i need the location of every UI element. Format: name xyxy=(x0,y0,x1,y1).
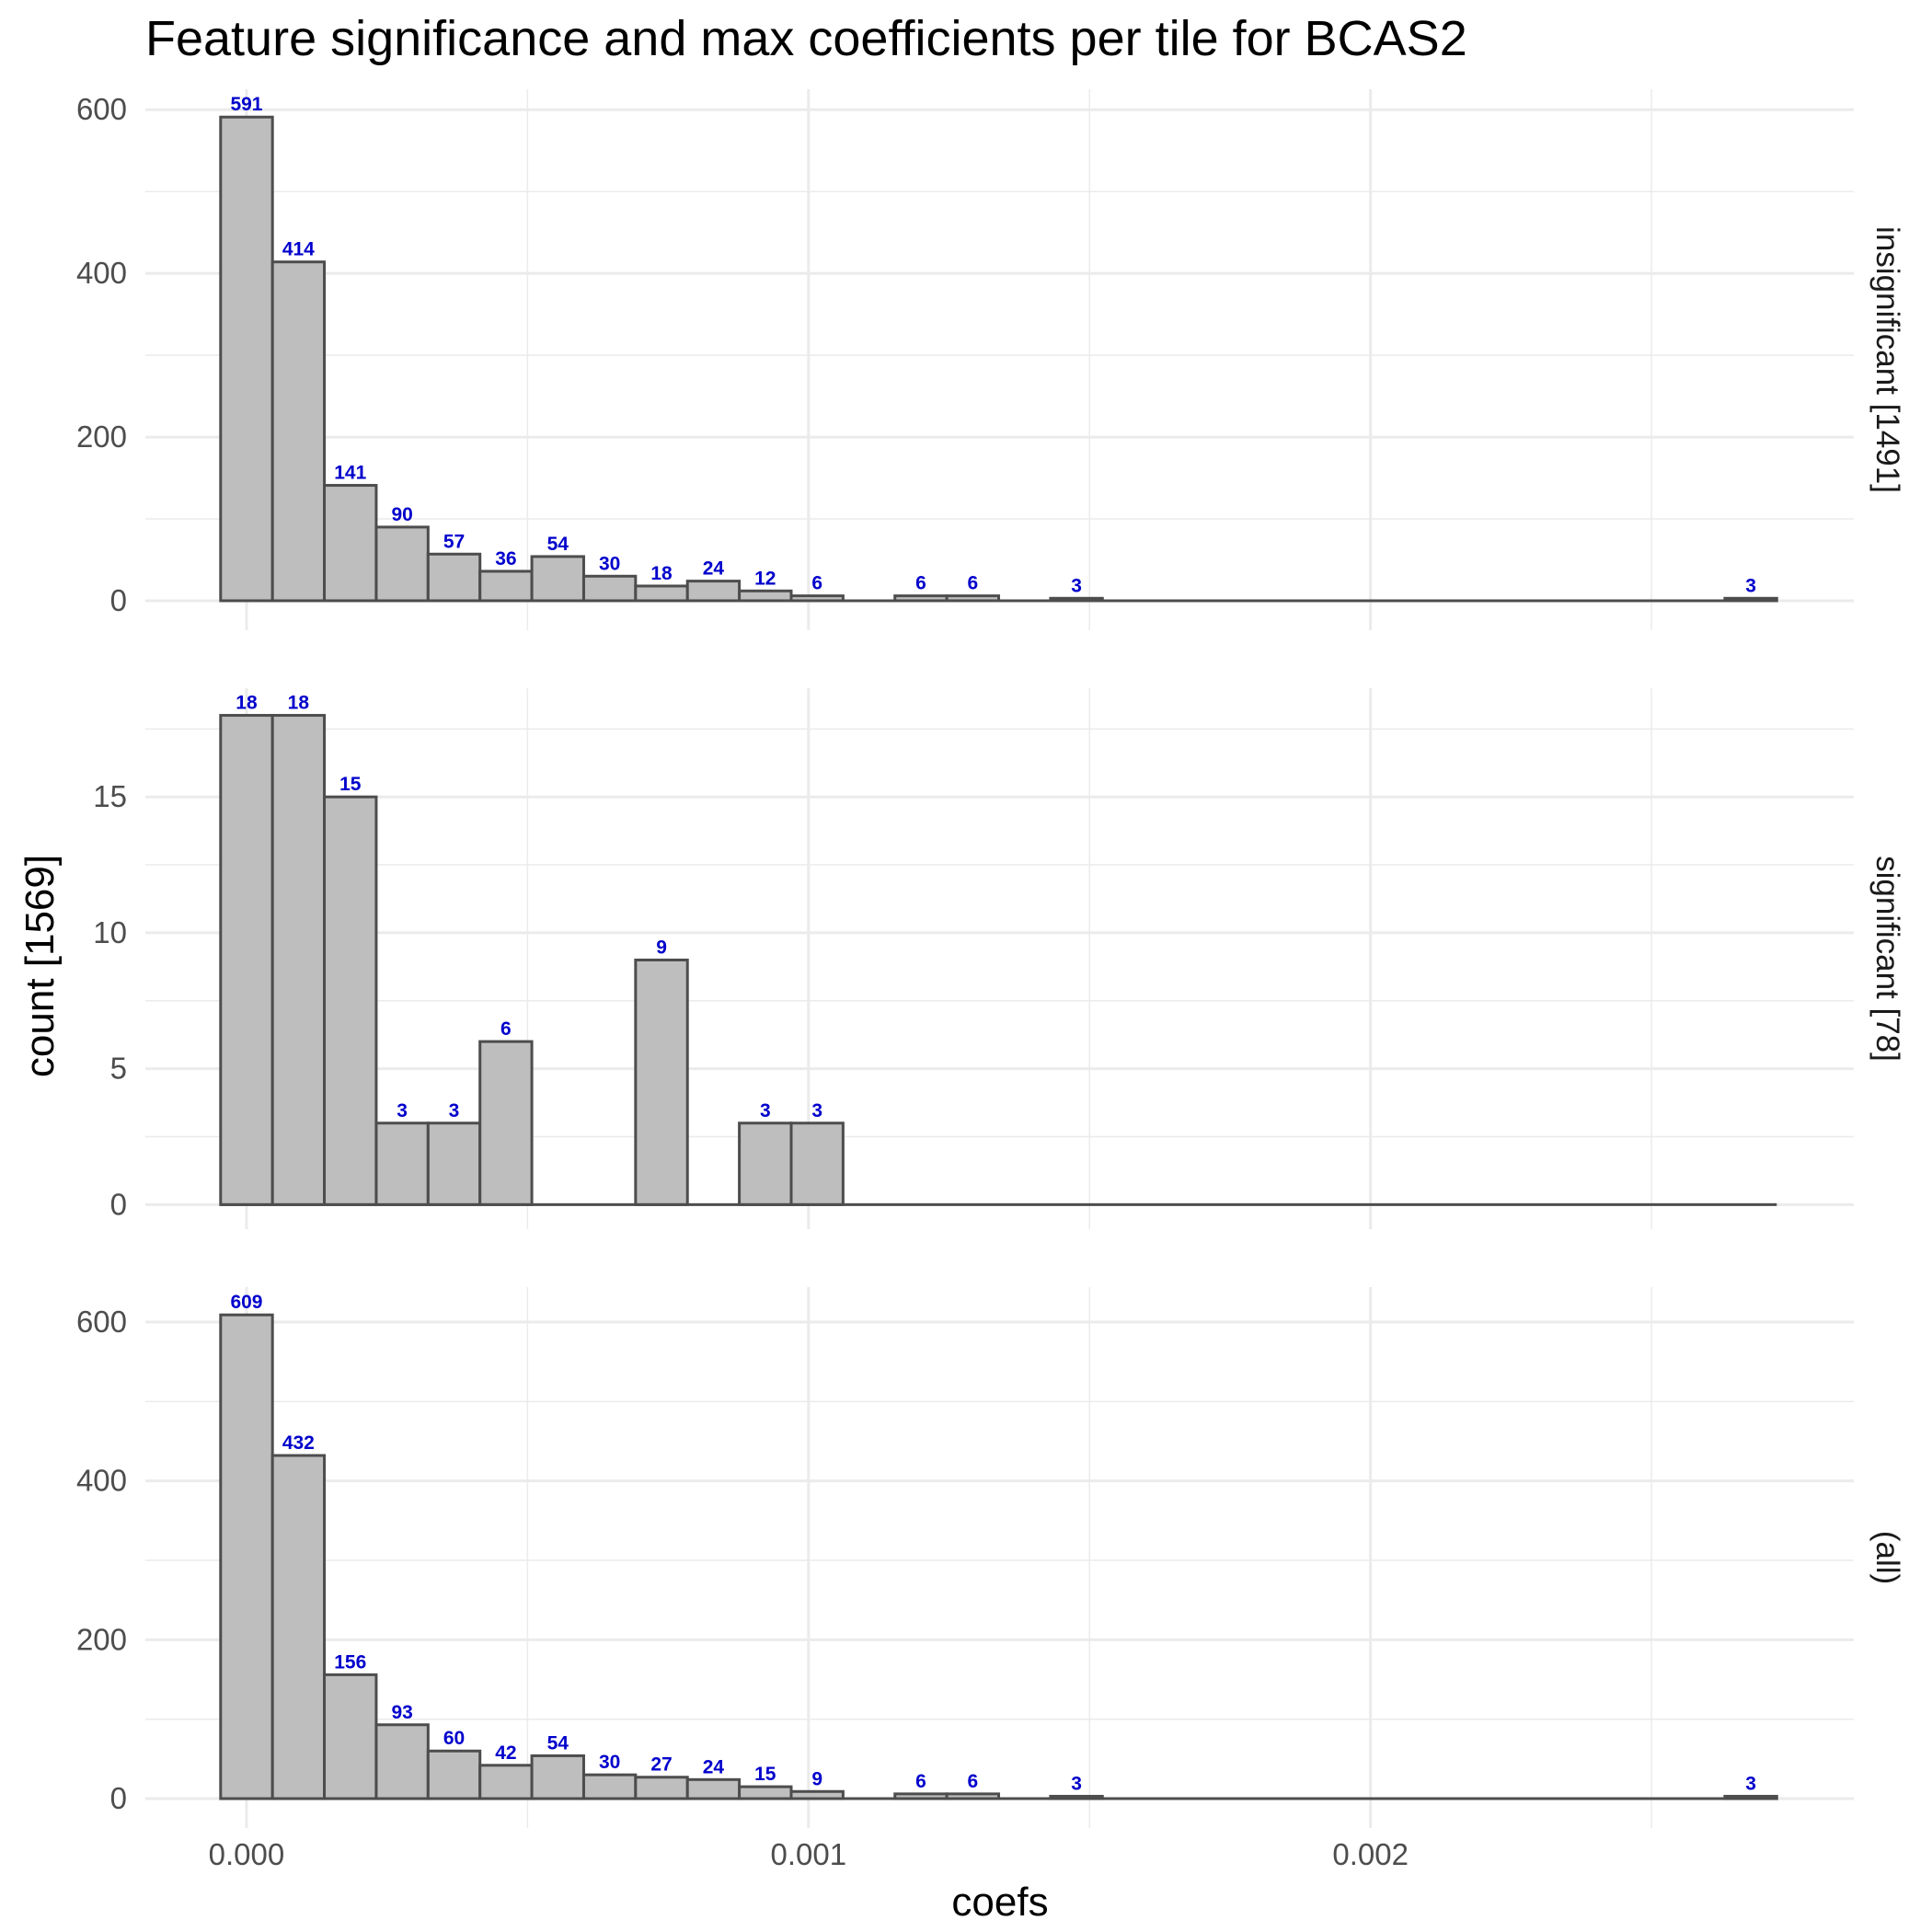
y-tick-label: 600 xyxy=(76,92,127,126)
facet-strip-label: (all) xyxy=(1869,1531,1905,1584)
histogram-bar xyxy=(478,1764,534,1800)
histogram-bar xyxy=(738,589,793,603)
histogram-bar xyxy=(219,1313,274,1800)
histogram-bar xyxy=(374,525,430,603)
bar-count-label: 15 xyxy=(754,1764,776,1785)
histogram-bar xyxy=(426,552,482,603)
bar-count-label: 93 xyxy=(391,1702,412,1723)
bar-count-label: 6 xyxy=(811,573,822,594)
y-tick-label: 600 xyxy=(76,1305,127,1339)
y-tick-label: 200 xyxy=(76,420,127,454)
bar-count-label: 90 xyxy=(391,504,412,525)
histogram-bar xyxy=(581,1773,638,1800)
y-tick-label: 0 xyxy=(110,1781,127,1815)
bar-count-label: 6 xyxy=(967,573,978,594)
bar-count-label: 57 xyxy=(443,531,465,552)
x-tick-label: 0.001 xyxy=(771,1837,847,1871)
bar-count-label: 30 xyxy=(599,553,620,574)
bar-count-label: 24 xyxy=(703,1756,725,1777)
bar-count-label: 18 xyxy=(236,693,258,714)
x-axis-title: coefs xyxy=(951,1880,1048,1925)
facet-panel-2: 0 5 10 15 18 18 15 3 3 6 9 3 3 significant [78] xyxy=(93,688,1905,1229)
histogram-bar xyxy=(530,555,585,603)
bar-count-label: 12 xyxy=(754,568,776,589)
histogram-bar xyxy=(685,580,742,603)
y-tick-label: 400 xyxy=(76,1464,127,1498)
x-tick-label: 0.002 xyxy=(1332,1837,1409,1871)
histogram-bar xyxy=(478,1040,534,1206)
y-tick-label: 0 xyxy=(110,583,127,617)
histogram-bar xyxy=(738,1121,793,1206)
bar-count-label: 30 xyxy=(599,1752,620,1773)
bar-count-label: 6 xyxy=(500,1018,512,1040)
bar-count-label: 3 xyxy=(1071,1773,1082,1794)
bar-count-label: 591 xyxy=(230,94,262,115)
y-tick-label: 200 xyxy=(76,1622,127,1656)
bar-count-label: 609 xyxy=(230,1292,262,1313)
bar-count-label: 3 xyxy=(811,1100,822,1121)
histogram-bar xyxy=(270,714,327,1206)
x-axis-ticks: 0.000 0.001 0.002 xyxy=(209,1837,1409,1871)
bar-count-label: 6 xyxy=(915,573,926,594)
histogram-bar xyxy=(426,1121,482,1206)
histogram-bar xyxy=(530,1754,585,1800)
bar-count-label: 9 xyxy=(656,937,667,958)
y-tick-label: 5 xyxy=(110,1052,127,1086)
bar-count-label: 3 xyxy=(1071,575,1082,596)
facet-panel-3: 0 200 400 600 609 432 156 93 60 42 54 30 27 24 15 9 6 6 3 3… xyxy=(76,1287,1905,1828)
histogram-bar xyxy=(634,584,689,603)
histogram-bar xyxy=(323,795,378,1206)
bar-count-label: 3 xyxy=(1745,575,1756,596)
bar-count-label: 54 xyxy=(547,1732,569,1754)
histogram-bar xyxy=(374,1121,430,1206)
bar-count-label: 18 xyxy=(288,693,310,714)
bar-count-label: 60 xyxy=(443,1728,465,1749)
chart-title: Feature significance and max coefficient… xyxy=(145,11,1467,66)
histogram-bar xyxy=(270,1454,327,1800)
y-axis-title: count [1569] xyxy=(17,855,63,1077)
histogram-bar xyxy=(634,958,689,1206)
bar-count-label: 3 xyxy=(449,1100,460,1121)
bar-count-label: 54 xyxy=(547,534,569,555)
bar-count-label: 6 xyxy=(967,1771,978,1792)
histogram-bar xyxy=(581,574,638,603)
histogram-bar xyxy=(374,1723,430,1800)
y-tick-label: 400 xyxy=(76,256,127,290)
bar-count-label: 414 xyxy=(282,239,315,260)
bar-count-label: 27 xyxy=(650,1754,672,1776)
bar-count-label: 156 xyxy=(334,1651,366,1673)
bar-count-label: 15 xyxy=(339,774,362,795)
x-tick-label: 0.000 xyxy=(209,1837,285,1871)
facet-strip-label: insignificant [1491] xyxy=(1869,226,1905,493)
bar-count-label: 9 xyxy=(811,1768,822,1789)
y-tick-label: 15 xyxy=(93,779,127,813)
bar-count-label: 6 xyxy=(915,1771,926,1792)
histogram-bar xyxy=(426,1749,482,1800)
bar-count-label: 3 xyxy=(1745,1773,1756,1794)
histogram-bar xyxy=(323,484,378,603)
histogram-bar xyxy=(478,569,534,603)
bar-count-label: 18 xyxy=(650,563,673,584)
bar-count-label: 36 xyxy=(495,548,516,569)
bar-count-label: 24 xyxy=(703,558,725,580)
y-tick-label: 10 xyxy=(93,915,127,949)
bar-count-label: 432 xyxy=(282,1432,315,1454)
bar-count-label: 3 xyxy=(760,1100,771,1121)
bar-count-label: 141 xyxy=(334,463,366,484)
y-tick-label: 0 xyxy=(110,1187,127,1221)
histogram-bar xyxy=(270,260,327,603)
histogram-bar xyxy=(219,714,274,1206)
histogram-bar xyxy=(685,1777,742,1800)
histogram-bar xyxy=(789,1121,845,1206)
histogram-bar xyxy=(219,115,274,603)
histogram-bar xyxy=(634,1776,689,1800)
facet-panel-1: 0 200 400 600 591 414 141 90 57 36 54 30 18 24 12 6 6 6 3 3… xyxy=(76,89,1905,630)
bar-count-label: 3 xyxy=(397,1100,408,1121)
facet-strip-label: significant [78] xyxy=(1869,856,1905,1062)
bar-count-label: 42 xyxy=(495,1742,516,1764)
histogram-bar xyxy=(323,1673,378,1800)
histogram-bar xyxy=(738,1785,793,1800)
